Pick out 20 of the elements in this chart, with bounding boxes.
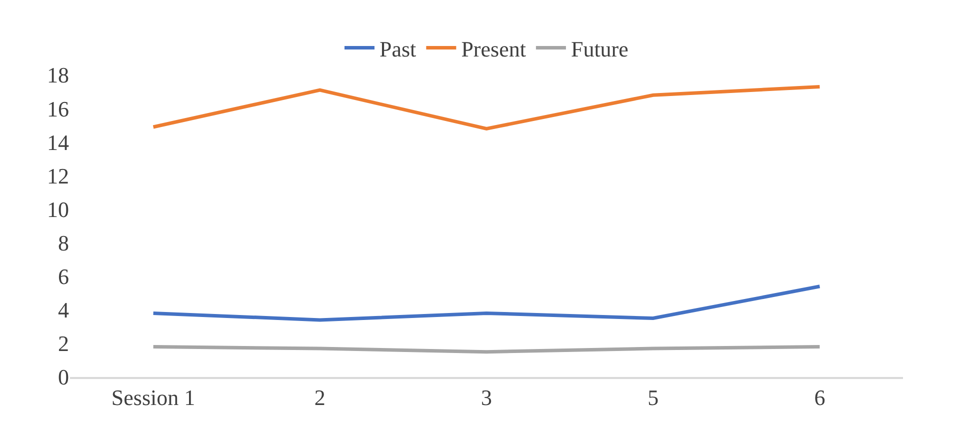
x-tick-label: 2 — [314, 385, 326, 410]
line-series — [152, 284, 822, 322]
y-tick-label: 6 — [58, 264, 69, 290]
x-tick-label: 5 — [648, 385, 659, 410]
y-tick-label: 16 — [47, 96, 69, 122]
legend-label: Future — [570, 36, 628, 62]
y-tick-label: 8 — [58, 230, 69, 256]
y-tick-label: 4 — [58, 298, 69, 323]
y-tick-label: 14 — [47, 130, 69, 155]
y-tick-label: 10 — [47, 196, 69, 222]
x-tick-label: Session 1 — [111, 385, 196, 410]
y-tick-label: 18 — [47, 62, 69, 88]
legend-label: Past — [380, 36, 416, 62]
line-series — [152, 84, 822, 130]
legend-label: Present — [461, 36, 526, 62]
y-tick-label: 2 — [58, 331, 69, 356]
y-tick-label: 0 — [58, 364, 69, 390]
x-tick-label: 3 — [481, 385, 492, 410]
y-tick-label: 12 — [47, 163, 69, 188]
x-tick-label: 6 — [814, 385, 826, 410]
